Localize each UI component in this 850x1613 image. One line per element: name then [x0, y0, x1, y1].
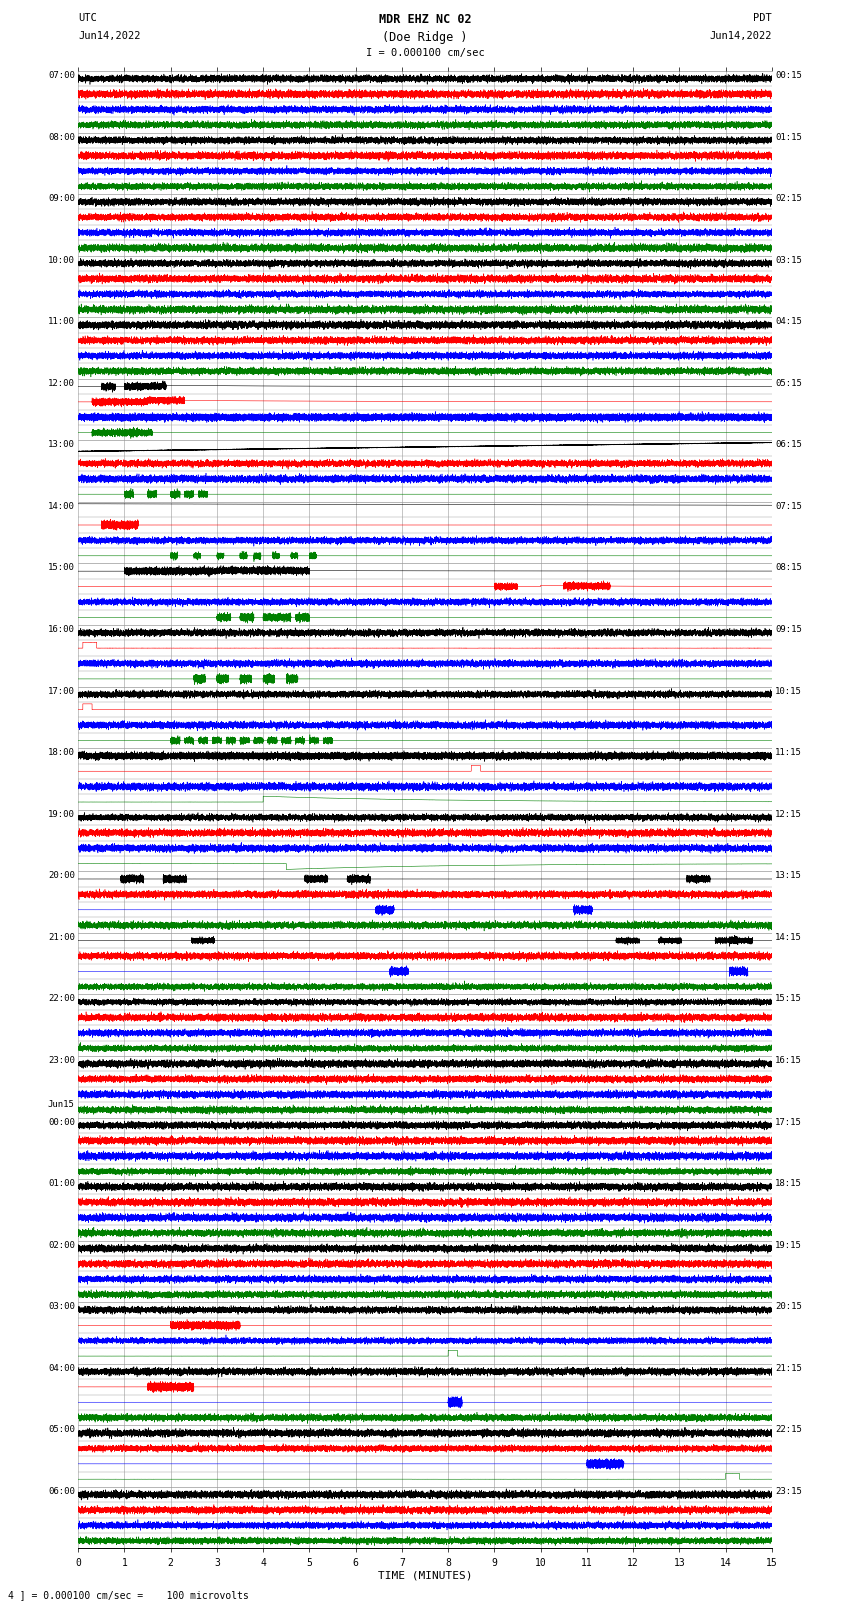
Text: 19:15: 19:15	[775, 1240, 802, 1250]
Text: 18:00: 18:00	[48, 748, 75, 756]
Text: 12:00: 12:00	[48, 379, 75, 387]
Text: 21:00: 21:00	[48, 932, 75, 942]
Text: 16:15: 16:15	[775, 1057, 802, 1065]
Text: 04:15: 04:15	[775, 318, 802, 326]
Text: Jun14,2022: Jun14,2022	[709, 31, 772, 40]
Text: 13:00: 13:00	[48, 440, 75, 450]
Text: 02:15: 02:15	[775, 194, 802, 203]
Text: I = 0.000100 cm/sec: I = 0.000100 cm/sec	[366, 48, 484, 58]
Text: 02:00: 02:00	[48, 1240, 75, 1250]
Text: 23:00: 23:00	[48, 1057, 75, 1065]
Text: 4 ] = 0.000100 cm/sec =    100 microvolts: 4 ] = 0.000100 cm/sec = 100 microvolts	[8, 1590, 249, 1600]
Text: Jun15: Jun15	[48, 1100, 75, 1108]
Text: 05:00: 05:00	[48, 1426, 75, 1434]
Text: 17:15: 17:15	[775, 1118, 802, 1126]
Text: 10:00: 10:00	[48, 256, 75, 265]
Text: 00:00: 00:00	[48, 1118, 75, 1126]
Text: 11:15: 11:15	[775, 748, 802, 756]
Text: 09:15: 09:15	[775, 624, 802, 634]
Text: 01:15: 01:15	[775, 132, 802, 142]
Text: 03:15: 03:15	[775, 256, 802, 265]
Text: 08:00: 08:00	[48, 132, 75, 142]
Text: 05:15: 05:15	[775, 379, 802, 387]
Text: (Doe Ridge ): (Doe Ridge )	[382, 31, 468, 44]
X-axis label: TIME (MINUTES): TIME (MINUTES)	[377, 1571, 473, 1581]
Text: UTC: UTC	[78, 13, 97, 23]
Text: 14:00: 14:00	[48, 502, 75, 511]
Text: 20:15: 20:15	[775, 1302, 802, 1311]
Text: 09:00: 09:00	[48, 194, 75, 203]
Text: 01:00: 01:00	[48, 1179, 75, 1189]
Text: 00:15: 00:15	[775, 71, 802, 81]
Text: 04:00: 04:00	[48, 1365, 75, 1373]
Text: 16:00: 16:00	[48, 624, 75, 634]
Text: 14:15: 14:15	[775, 932, 802, 942]
Text: 06:00: 06:00	[48, 1487, 75, 1495]
Text: 15:15: 15:15	[775, 994, 802, 1003]
Text: 06:15: 06:15	[775, 440, 802, 450]
Text: 07:00: 07:00	[48, 71, 75, 81]
Text: 03:00: 03:00	[48, 1302, 75, 1311]
Text: 20:00: 20:00	[48, 871, 75, 881]
Text: 12:15: 12:15	[775, 810, 802, 819]
Text: 08:15: 08:15	[775, 563, 802, 573]
Text: 07:15: 07:15	[775, 502, 802, 511]
Text: 11:00: 11:00	[48, 318, 75, 326]
Text: MDR EHZ NC 02: MDR EHZ NC 02	[379, 13, 471, 26]
Text: 18:15: 18:15	[775, 1179, 802, 1189]
Text: 23:15: 23:15	[775, 1487, 802, 1495]
Text: PDT: PDT	[753, 13, 772, 23]
Text: 22:00: 22:00	[48, 994, 75, 1003]
Text: 13:15: 13:15	[775, 871, 802, 881]
Text: 17:00: 17:00	[48, 687, 75, 695]
Text: 15:00: 15:00	[48, 563, 75, 573]
Text: Jun14,2022: Jun14,2022	[78, 31, 141, 40]
Text: 10:15: 10:15	[775, 687, 802, 695]
Text: 21:15: 21:15	[775, 1365, 802, 1373]
Text: 19:00: 19:00	[48, 810, 75, 819]
Text: 22:15: 22:15	[775, 1426, 802, 1434]
